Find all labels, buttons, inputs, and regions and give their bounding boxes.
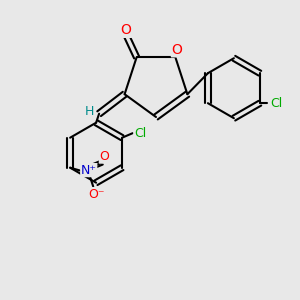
Text: H: H <box>85 105 94 118</box>
Text: Cl: Cl <box>270 97 283 110</box>
Text: O⁻: O⁻ <box>88 188 104 201</box>
Text: O: O <box>99 150 109 163</box>
Text: N⁺: N⁺ <box>81 164 97 177</box>
Text: O: O <box>121 23 131 37</box>
Text: Cl: Cl <box>134 127 146 140</box>
Text: O: O <box>172 43 182 57</box>
